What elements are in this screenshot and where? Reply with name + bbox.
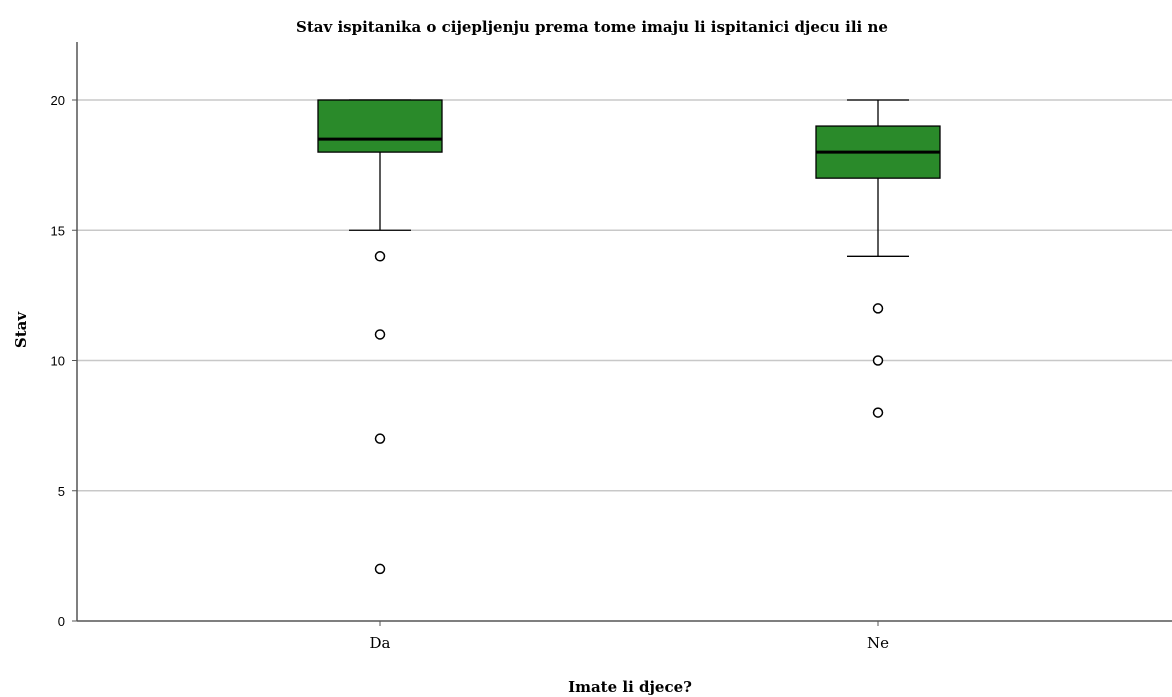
y-tick-label: 10 (51, 354, 65, 369)
y-tick-label: 20 (51, 93, 65, 108)
outlier-point (872, 407, 884, 418)
outlier-point (872, 355, 884, 366)
y-tick-label: 15 (51, 223, 65, 238)
x-axis-label: Imate li djece? (568, 678, 692, 696)
outlier-point (374, 433, 386, 444)
axes (76, 42, 1172, 622)
iqr-box (317, 99, 443, 153)
y-tick-label: 0 (58, 614, 65, 629)
outlier-point (374, 563, 386, 575)
outlier-point (374, 251, 386, 262)
y-tick-label: 5 (58, 484, 65, 499)
x-tick-label: Ne (867, 634, 889, 652)
x-axis-ticks: Da Ne (370, 621, 889, 652)
y-axis-label: Stav (12, 311, 30, 348)
chart-title: Stav ispitanika o cijepljenju prema tome… (296, 18, 888, 36)
outlier-point (872, 303, 884, 314)
gridlines (77, 99, 1172, 492)
box-group-ne (815, 99, 941, 418)
outlier-point (374, 329, 386, 340)
y-axis-ticks: 0 5 10 15 20 (51, 93, 77, 629)
box-group-da (317, 99, 443, 575)
boxes-layer (317, 99, 941, 575)
x-tick-label: Da (370, 634, 391, 652)
